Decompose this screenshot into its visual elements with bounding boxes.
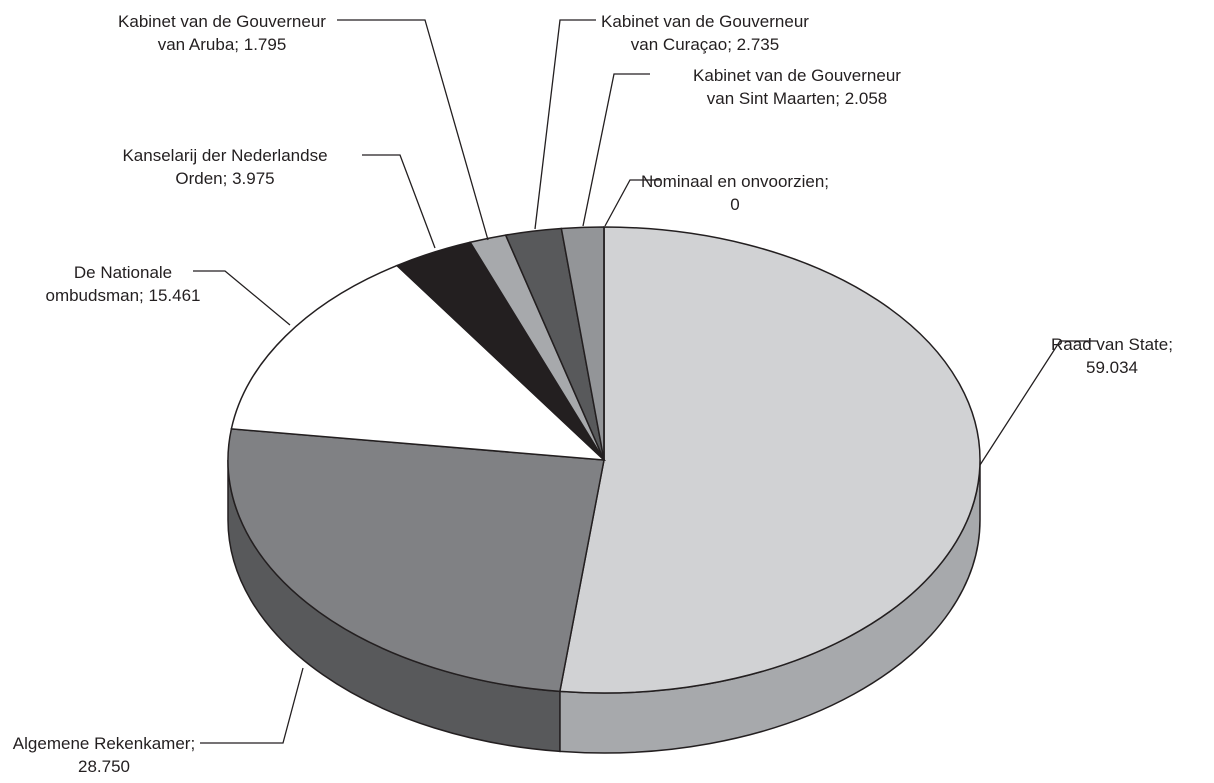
leader-line (362, 154, 436, 249)
slice (230, 264, 607, 461)
value-label: 0 (730, 195, 740, 214)
value-label: 1.795 (243, 35, 287, 54)
leader-line (337, 19, 489, 241)
leader-line (534, 19, 596, 230)
slice-label: Raad van State; 59.034 (1051, 335, 1173, 377)
value-label: 15.461 (148, 286, 201, 305)
leader-line (979, 340, 1098, 466)
category-name: Raad van State (1051, 335, 1169, 354)
leader-line (582, 73, 650, 227)
slice-label: Kabinet van de Gouverneur van Sint Maart… (693, 66, 901, 108)
value-label: 3.975 (232, 169, 275, 188)
category-name: Nominaal en onvoorzien (640, 172, 825, 191)
category-name: De Nationale ombudsman (45, 263, 173, 305)
value-label: 2.735 (736, 35, 780, 54)
slice-label: Kanselarij der Nederlandse Orden; 3.975 (122, 146, 328, 188)
leader-line (200, 667, 304, 744)
leader-line (193, 270, 291, 326)
category-name: Algemene Rekenkamer (12, 734, 191, 753)
category-name: Kabinet van de Gouverneur van Sint Maart… (693, 66, 901, 108)
slice-label: Kabinet van de Gouverneur van Aruba; 1.7… (118, 12, 326, 54)
slice (558, 226, 981, 694)
slice-label: Kabinet van de Gouverneur van Curaçao; 2… (601, 12, 809, 54)
slice-label: Nominaal en onvoorzien; 0 (640, 172, 830, 214)
category-name: Kabinet van de Gouverneur van Aruba (118, 12, 326, 54)
value-label: 59.034 (1086, 358, 1138, 377)
value-label: 2.058 (844, 89, 888, 108)
category-name: Kabinet van de Gouverneur van Curaçao (601, 12, 809, 54)
slice-label: De Nationale ombudsman; 15.461 (45, 263, 201, 305)
value-label: 28.750 (78, 757, 130, 776)
slice-label: Algemene Rekenkamer; 28.750 (12, 734, 196, 776)
slice (227, 428, 605, 693)
leader-line (604, 179, 660, 227)
category-name: Kanselarij der Nederlandse Orden (122, 146, 328, 188)
